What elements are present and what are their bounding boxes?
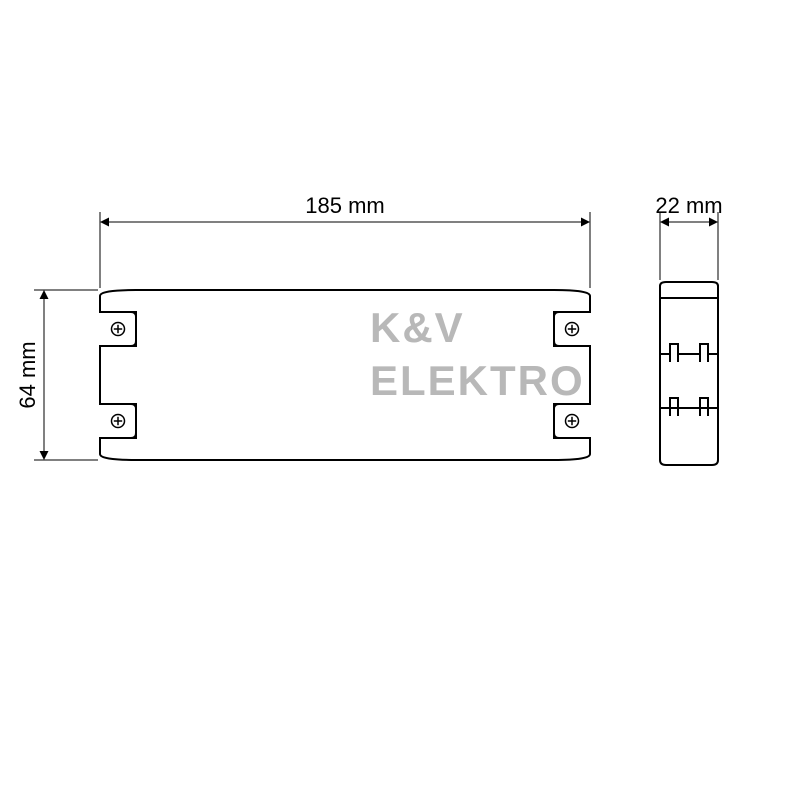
- side-view: [660, 282, 718, 465]
- dimension-width: 185 mm: [100, 193, 590, 288]
- dim-depth-text: 22 mm: [655, 193, 722, 218]
- front-view: [100, 290, 590, 460]
- dim-width-text: 185 mm: [305, 193, 384, 218]
- drawing-canvas: 185 mm 64 mm: [0, 0, 800, 800]
- dimension-depth: 22 mm: [655, 193, 722, 280]
- dim-height-text: 64 mm: [15, 341, 40, 408]
- dimension-height: 64 mm: [15, 290, 98, 460]
- technical-drawing-svg: 185 mm 64 mm: [0, 0, 800, 800]
